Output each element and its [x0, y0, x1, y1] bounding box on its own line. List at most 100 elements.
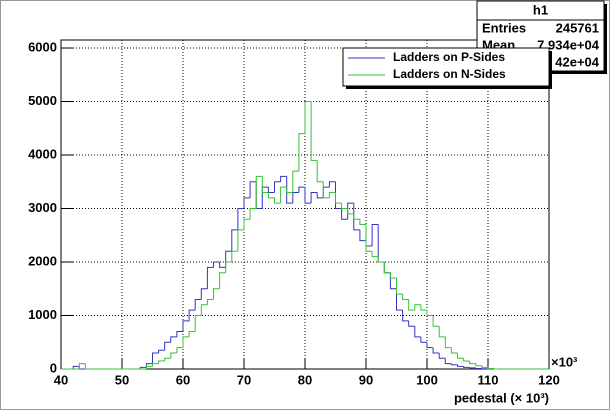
histogram-bin [249, 208, 257, 220]
histogram-bin [438, 326, 446, 338]
histogram-bin [158, 360, 165, 364]
histogram-bin [457, 364, 464, 367]
histogram-bin [176, 331, 183, 337]
y-tick-label: 0 [50, 360, 57, 375]
histogram-bin [194, 315, 202, 332]
histogram-bin [255, 175, 263, 209]
histogram-bin [219, 272, 226, 289]
histogram-bin [463, 366, 470, 368]
histogram-bin [298, 133, 305, 172]
histogram-bin [347, 208, 354, 215]
y-tick-label: 2000 [28, 253, 57, 268]
histogram-bin [176, 347, 183, 353]
histogram-bin [341, 203, 348, 210]
y-tick-label: 1000 [28, 307, 57, 322]
histogram-bin [194, 298, 202, 311]
histogram-bin [432, 347, 440, 354]
histogram-bin [444, 336, 452, 349]
histogram-bin [280, 175, 287, 182]
histogram-bin [365, 224, 373, 252]
histogram-bin [353, 203, 360, 231]
y-tick-label: 4000 [28, 146, 57, 161]
histogram-bin [438, 352, 446, 359]
histogram-bin [475, 363, 482, 367]
histogram-bin [444, 358, 452, 365]
histogram-bin [310, 101, 318, 161]
histogram-bin [426, 310, 434, 317]
histogram-bin [286, 187, 293, 193]
histogram-bin [139, 366, 147, 369]
histogram-bin [420, 336, 427, 343]
legend-label: Ladders on N-Sides [393, 67, 506, 81]
histogram-bin [72, 365, 80, 369]
histogram-bin [78, 363, 86, 369]
histogram-bin [420, 304, 427, 311]
x-tick-label: 120 [538, 372, 560, 387]
histogram-bin [426, 342, 434, 349]
histogram-bin [383, 262, 391, 274]
stats-label: Entries [482, 20, 526, 35]
histogram-bin [396, 288, 403, 311]
x-tick-label: 40 [54, 372, 68, 387]
histogram-bin [231, 250, 238, 263]
histogram-bin [213, 261, 220, 268]
histogram-bin [206, 266, 214, 289]
histogram-bin [206, 298, 214, 305]
histogram-bin [267, 192, 275, 199]
histogram-bin [292, 170, 299, 193]
histogram-bin [188, 331, 196, 337]
histogram-bin [298, 186, 305, 193]
x-tick-label: 110 [478, 372, 499, 387]
histogram-bin [493, 368, 501, 370]
histogram-bin [84, 363, 92, 370]
histogram-bin [152, 363, 159, 367]
x-tick-label: 60 [176, 372, 190, 387]
stats-value: 7.934e+04 [537, 37, 600, 52]
y-tick-label: 6000 [28, 39, 57, 54]
histogram-bin [322, 181, 330, 199]
stats-title: h1 [533, 2, 548, 17]
histogram-bin [182, 320, 190, 332]
histogram-bin [219, 262, 226, 268]
stats-value: 245761 [556, 20, 599, 35]
x-axis-title: pedestal (× 10³) [454, 390, 549, 405]
histogram-bin [408, 320, 415, 327]
x-tick-label: 90 [359, 372, 373, 387]
y-tick-label: 3000 [28, 200, 57, 215]
histogram-bin [200, 304, 208, 316]
histogram-bin [304, 187, 312, 204]
histogram-bin [274, 181, 281, 193]
histogram-bin [396, 278, 403, 295]
histogram-bin [243, 218, 251, 230]
histogram-bin [310, 191, 318, 204]
histogram-bin [335, 181, 342, 210]
legend-label: Ladders on P-Sides [393, 50, 505, 64]
histogram-bin [231, 229, 238, 252]
histogram-bin [328, 191, 336, 198]
histogram-bin [261, 176, 269, 193]
histogram-bin [152, 352, 159, 364]
histogram-bin [213, 288, 220, 300]
histogram-bin [170, 336, 177, 343]
histogram-bin [457, 352, 464, 359]
stats-value: 42e+04 [555, 54, 600, 69]
histogram-bin [182, 336, 190, 348]
x-tick-label: 50 [115, 372, 129, 387]
histogram-bin [328, 181, 336, 188]
histogram-bin [158, 349, 165, 353]
histogram-bin [170, 352, 177, 359]
histogram-bin [359, 219, 366, 226]
histogram-bin [164, 341, 171, 351]
histogram-bin [450, 347, 458, 354]
x-tick-label: 100 [416, 372, 438, 387]
histogram-bin [469, 360, 476, 365]
histogram-bin [316, 160, 324, 183]
histogram-bin [402, 294, 409, 300]
x-tick-label: 80 [298, 372, 312, 387]
histogram-bin [481, 365, 488, 368]
x-tick-label: 70 [237, 372, 251, 387]
histogram-bin [145, 365, 153, 369]
histogram-bin [414, 304, 421, 311]
x-multiplier: ×10³ [551, 354, 578, 369]
